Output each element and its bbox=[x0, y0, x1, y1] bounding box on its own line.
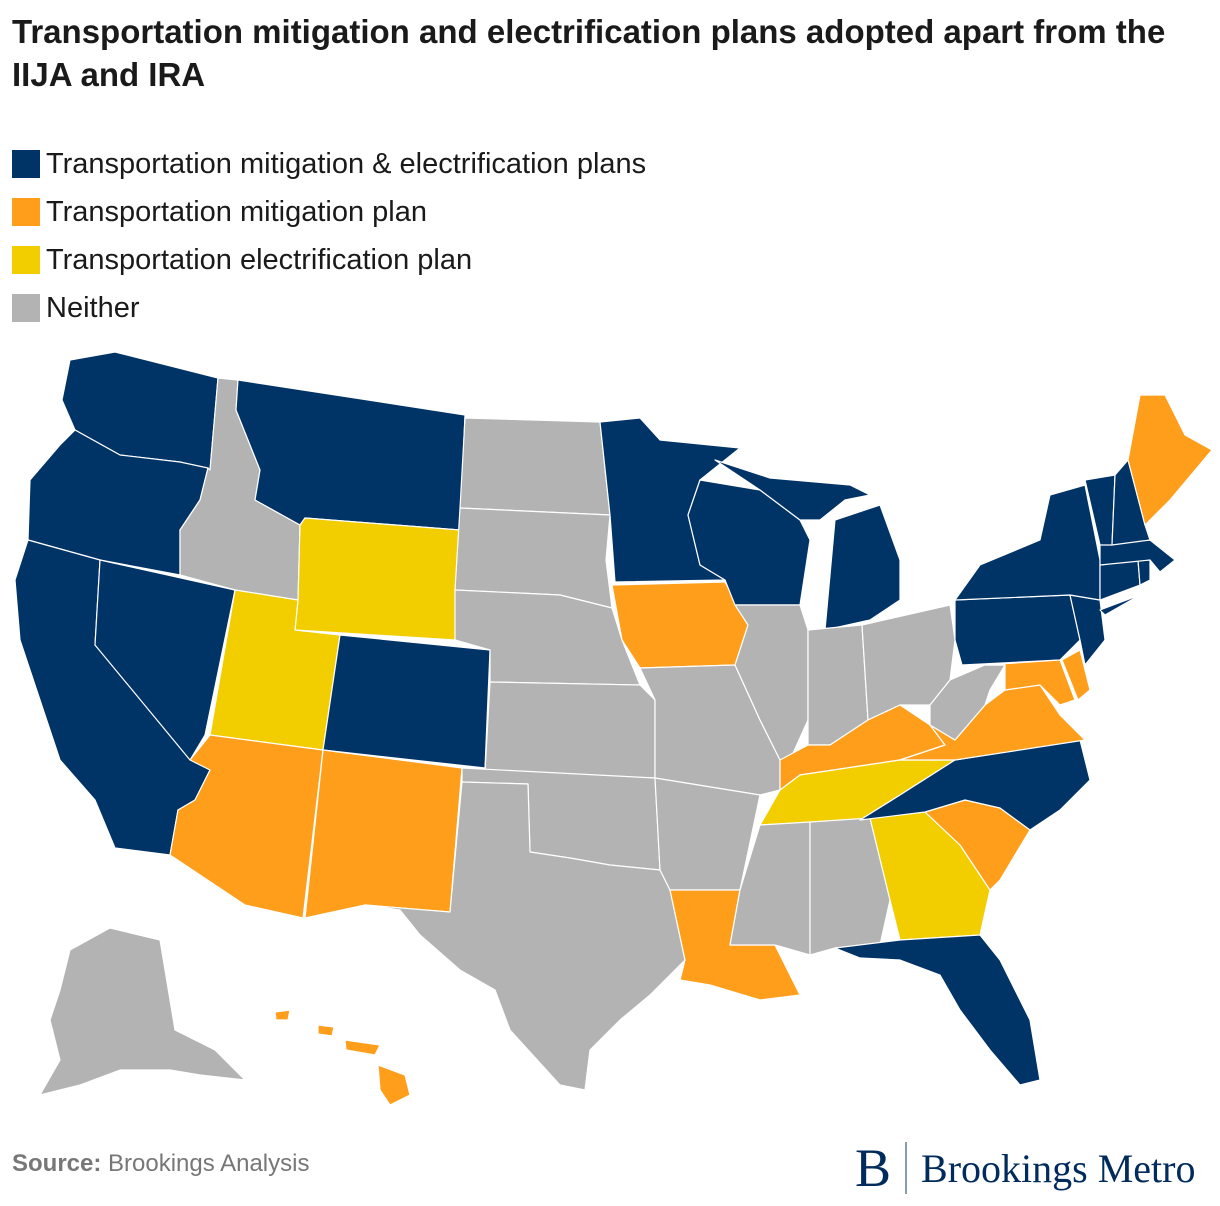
legend: Transportation mitigation & electrificat… bbox=[12, 140, 646, 332]
legend-swatch-neither bbox=[12, 294, 40, 322]
state-kansas bbox=[484, 681, 656, 779]
legend-item-neither: Neither bbox=[12, 284, 646, 332]
legend-swatch-mitigation bbox=[12, 198, 40, 226]
state-alaska bbox=[39, 927, 246, 1096]
brookings-metro-logo: B Brookings Metro bbox=[855, 1138, 1195, 1198]
state-new-york bbox=[954, 484, 1141, 616]
state-new-mexico bbox=[304, 749, 463, 919]
state-new-hampshire bbox=[1111, 459, 1151, 546]
legend-label-neither: Neither bbox=[46, 291, 140, 324]
state-pennsylvania bbox=[954, 594, 1081, 666]
state-wyoming bbox=[294, 517, 461, 641]
state-delaware bbox=[1061, 649, 1091, 701]
state-maine bbox=[1127, 394, 1213, 526]
state-west-virginia bbox=[929, 664, 1006, 741]
legend-swatch-both bbox=[12, 150, 40, 178]
state-florida bbox=[834, 934, 1041, 1086]
legend-label-electrification: Transportation electrification plan bbox=[46, 243, 473, 276]
source-note: Source: Brookings Analysis bbox=[12, 1150, 309, 1178]
state-rhode-island bbox=[1137, 559, 1151, 586]
state-maryland bbox=[984, 659, 1076, 706]
legend-swatch-electrification bbox=[12, 246, 40, 274]
us-states-map bbox=[14, 351, 1213, 1106]
state-nevada bbox=[94, 559, 236, 761]
state-arkansas bbox=[654, 777, 761, 891]
state-montana bbox=[235, 379, 466, 531]
state-arizona bbox=[169, 734, 324, 919]
state-connecticut bbox=[1099, 559, 1141, 601]
legend-label-both: Transportation mitigation & electrificat… bbox=[46, 147, 647, 180]
state-iowa bbox=[611, 581, 749, 669]
chart-title: Transportation mitigation and electrific… bbox=[12, 13, 1166, 93]
legend-item-mitigation: Transportation mitigation plan bbox=[12, 188, 646, 236]
state-hawaii bbox=[274, 1009, 411, 1106]
state-michigan bbox=[714, 459, 901, 631]
state-texas bbox=[364, 781, 686, 1091]
logo-mark: B bbox=[855, 1138, 892, 1198]
logo-divider bbox=[905, 1142, 908, 1194]
legend-item-both: Transportation mitigation & electrificat… bbox=[12, 140, 646, 188]
legend-label-mitigation: Transportation mitigation plan bbox=[46, 195, 427, 228]
state-north-dakota bbox=[459, 417, 611, 516]
legend-item-electrification: Transportation electrification plan bbox=[12, 236, 646, 284]
source-label: Source: bbox=[12, 1150, 102, 1177]
state-colorado bbox=[322, 634, 491, 769]
logo-text: Brookings Metro bbox=[921, 1145, 1196, 1191]
source-text: Brookings Analysis bbox=[108, 1150, 310, 1177]
